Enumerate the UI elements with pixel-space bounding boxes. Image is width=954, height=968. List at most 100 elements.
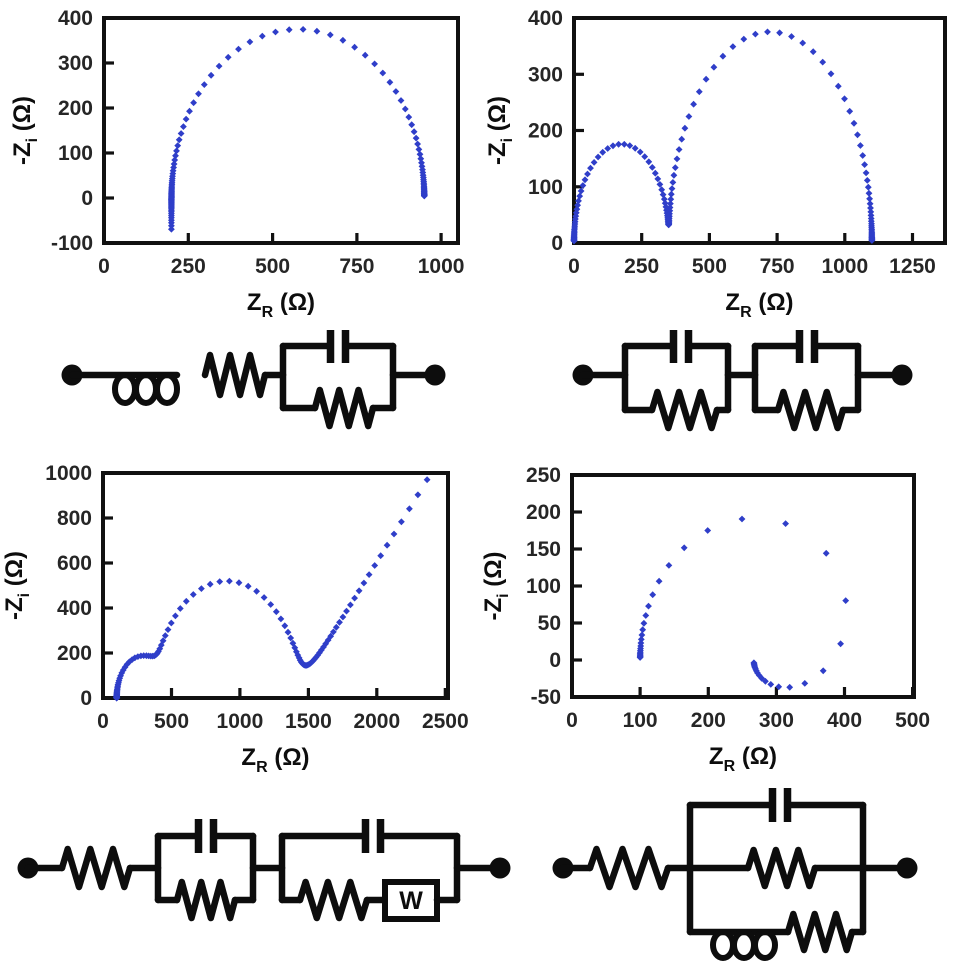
svg-text:1500: 1500 (285, 710, 332, 733)
svg-text:100: 100 (528, 176, 563, 199)
svg-text:500: 500 (154, 710, 189, 733)
svg-text:200: 200 (57, 642, 92, 665)
svg-text:150: 150 (526, 538, 561, 561)
circuit-parallel-RC-parallel-RC (572, 330, 913, 432)
resistor (744, 846, 819, 890)
nyquist-plot-top-right: 0 250 500 750 1000 1250 0 100 200 300 400 ZR (Ω) -Zi… (484, 7, 947, 321)
series-points (636, 515, 850, 691)
svg-text:0: 0 (98, 255, 110, 278)
resistor (586, 845, 672, 891)
x-tick-labels: 0 100 200 300 400 500 (566, 709, 930, 732)
svg-text:1000: 1000 (418, 255, 465, 278)
y-axis-title: -Zi (Ω) (484, 96, 516, 165)
circuit-R-parallel-C-R-LR (552, 788, 918, 961)
svg-text:600: 600 (57, 552, 92, 575)
svg-text:2000: 2000 (353, 710, 400, 733)
svg-text:0: 0 (566, 709, 578, 732)
plot-frame (102, 16, 460, 245)
svg-text:200: 200 (528, 120, 563, 143)
x-axis-title: ZR (Ω) (247, 289, 315, 321)
svg-text:250: 250 (171, 255, 206, 278)
resistor (173, 878, 239, 922)
svg-text:200: 200 (691, 709, 726, 732)
svg-text:500: 500 (255, 255, 290, 278)
inductor (710, 929, 778, 961)
resistor (648, 388, 721, 432)
resistor (774, 388, 847, 432)
x-axis-title: ZR (Ω) (241, 744, 309, 776)
axis-ticks (102, 16, 443, 245)
svg-text:0: 0 (568, 255, 580, 278)
circuit-L-R-parallel-RC (61, 330, 446, 430)
terminal-dot (489, 857, 511, 879)
resistor (201, 351, 269, 399)
x-axis-title: ZR (Ω) (725, 289, 793, 321)
svg-text:400: 400 (57, 597, 92, 620)
svg-text:1000: 1000 (45, 462, 92, 485)
resistor (784, 910, 856, 954)
svg-text:-100: -100 (51, 232, 93, 255)
svg-text:0: 0 (81, 187, 93, 210)
svg-text:100: 100 (623, 709, 658, 732)
x-tick-labels: 0 500 1000 1500 2000 2500 (97, 710, 469, 733)
x-tick-labels: 0 250 500 750 1000 (98, 255, 464, 278)
svg-text:300: 300 (528, 63, 563, 86)
svg-text:400: 400 (827, 709, 862, 732)
equivalent-circuit-row-bottom: W (17, 788, 918, 961)
plot-frame (572, 16, 947, 245)
axis-ticks (572, 16, 915, 245)
y-tick-labels: -50 0 50 100 150 200 250 (526, 464, 561, 709)
svg-text:200: 200 (526, 501, 561, 524)
svg-text:0: 0 (80, 687, 92, 710)
y-axis-title: -Zi (Ω) (9, 96, 41, 165)
svg-text:0: 0 (549, 649, 561, 672)
svg-text:750: 750 (339, 255, 374, 278)
svg-text:200: 200 (58, 97, 93, 120)
inductor (112, 372, 180, 406)
terminal-dot (424, 364, 446, 386)
svg-text:800: 800 (57, 507, 92, 530)
svg-text:250: 250 (526, 464, 561, 487)
svg-text:300: 300 (759, 709, 794, 732)
x-axis-title: ZR (Ω) (709, 743, 777, 775)
svg-text:0: 0 (551, 232, 563, 255)
circuit-R-parallel-RC-parallel-C-RW: W (17, 819, 511, 922)
svg-text:1000: 1000 (821, 255, 868, 278)
terminal-dot (896, 857, 918, 879)
svg-text:1000: 1000 (217, 710, 264, 733)
svg-text:750: 750 (760, 255, 795, 278)
warburg-label: W (399, 887, 423, 915)
svg-text:250: 250 (624, 255, 659, 278)
axis-ticks (101, 471, 447, 700)
y-tick-labels: 0 200 400 600 800 1000 (45, 462, 92, 710)
y-axis-title: -Zi (Ω) (1, 551, 33, 620)
plot-frame (101, 471, 450, 700)
svg-text:400: 400 (58, 7, 93, 30)
x-tick-labels: 0 250 500 750 1000 1250 (568, 255, 936, 278)
y-tick-labels: -100 0 100 200 300 400 (51, 7, 93, 255)
terminal-dot (891, 364, 913, 386)
svg-text:1250: 1250 (889, 255, 936, 278)
axis-ticks (570, 473, 915, 699)
svg-text:300: 300 (58, 52, 93, 75)
equivalent-circuit-row-top (61, 330, 913, 432)
resistor (58, 845, 134, 891)
series-points (570, 28, 876, 245)
resistor (296, 878, 371, 922)
svg-text:500: 500 (692, 255, 727, 278)
svg-text:500: 500 (895, 709, 930, 732)
series-points (168, 26, 428, 233)
resistor (311, 386, 377, 430)
svg-text:50: 50 (538, 612, 561, 635)
plot-frame (570, 473, 916, 699)
svg-text:400: 400 (528, 7, 563, 30)
svg-text:0: 0 (97, 710, 109, 733)
nyquist-plot-bottom-left: 0 500 1000 1500 2000 2500 0 200 400 600 800 1000 ZR … (1, 462, 469, 776)
svg-text:2500: 2500 (422, 710, 469, 733)
y-axis-title: -Zi (Ω) (480, 551, 512, 620)
y-tick-labels: 0 100 200 300 400 (528, 7, 563, 255)
svg-text:-50: -50 (531, 686, 561, 709)
svg-text:100: 100 (526, 575, 561, 598)
